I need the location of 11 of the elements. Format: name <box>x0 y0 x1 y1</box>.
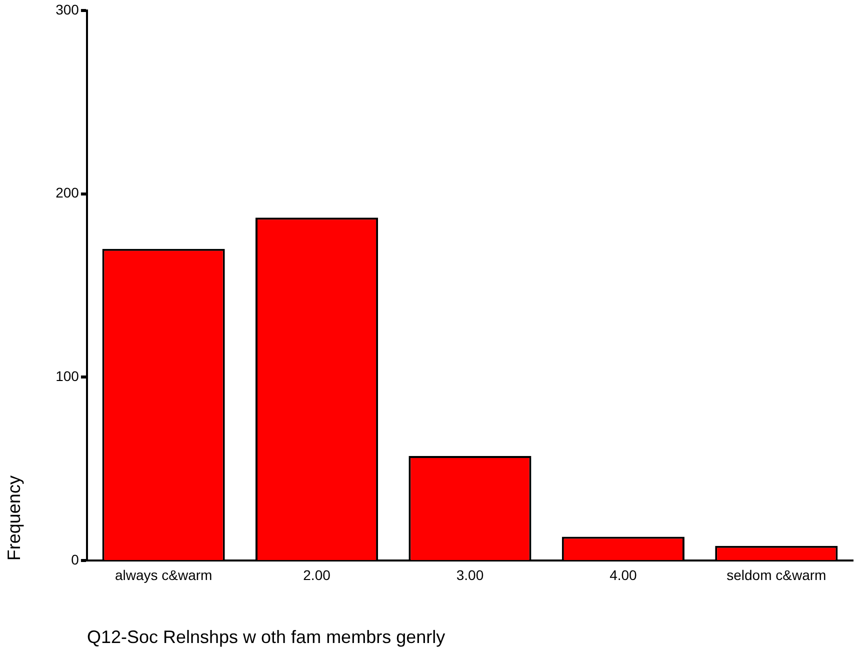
x-tick-label: 4.00 <box>610 566 638 583</box>
x-axis-title: Q12-Soc Relnshps w oth fam membrs genrly <box>86 627 446 648</box>
y-tick-label: 100 <box>56 368 80 384</box>
y-tick-label: 200 <box>56 184 80 201</box>
x-tick-label: 3.00 <box>456 566 484 583</box>
x-tick-label: always c&warm <box>114 566 212 583</box>
y-axis-title: Frequency <box>4 476 24 561</box>
y-tick-label: 300 <box>56 1 80 18</box>
x-tick-label: 2.00 <box>303 566 331 583</box>
y-tick-label: 0 <box>71 551 80 568</box>
x-tick-label: seldom c&warm <box>726 566 826 583</box>
